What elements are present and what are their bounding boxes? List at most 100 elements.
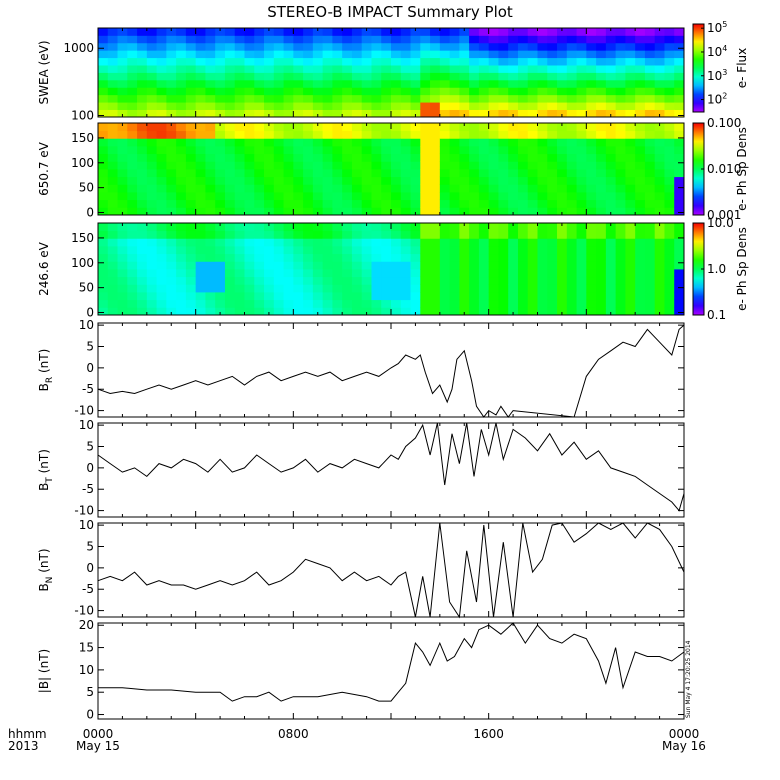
heatmap-cell [517,138,529,147]
heatmap-cell [644,87,656,96]
heatmap-cell [488,292,499,301]
heatmap-cell [234,94,245,103]
heatmap-cell [449,307,460,316]
heatmap-cell [430,284,441,293]
heatmap-cell [391,269,402,278]
heatmap-cell [185,207,197,216]
heatmap-cell [312,138,324,147]
heatmap-cell [625,307,636,316]
heatmap-cell [664,35,675,44]
heatmap-cell [205,161,216,170]
heatmap-cell [586,130,597,139]
heatmap-cell [459,87,470,96]
heatmap-cell [420,253,431,262]
heatmap-cell [537,176,548,185]
heatmap-cell [234,146,245,155]
heatmap-cell [224,130,236,139]
heatmap-cell [166,65,177,73]
heatmap-cell [674,50,685,59]
heatmap-cell [254,307,265,316]
heatmap-cell [527,199,538,208]
heatmap-cell [488,269,499,278]
heatmap-cell [107,42,118,51]
heatmap-cell [303,176,314,185]
heatmap-cell [371,87,382,96]
heatmap-cell [195,276,206,285]
heatmap-cell [586,79,597,88]
heatmap-cell [117,138,128,147]
heatmap-cell [283,284,294,293]
heatmap-cell [293,199,304,208]
heatmap-cell [644,153,656,162]
heatmap-cell [107,123,118,132]
heatmap-cell [293,146,304,155]
heatmap-cell [273,146,284,155]
heatmap-cell [664,276,675,285]
heatmap-cell [410,292,421,301]
heatmap-cell [586,184,597,193]
heatmap-cell [488,28,499,36]
heatmap-cell [430,65,441,73]
heatmap-cell [342,72,353,81]
heatmap-cell [351,276,363,285]
heatmap-cell [430,87,441,96]
heatmap-cell [244,161,255,170]
heatmap-cell [449,65,460,73]
heatmap-cell [185,161,197,170]
heatmap-cell [674,153,685,162]
heatmap-cell [644,50,656,59]
heatmap-cell [332,199,343,208]
heatmap-cell [478,192,490,201]
heatmap-cell [498,276,509,285]
heatmap-cell [469,207,480,216]
heatmap-cell [156,42,167,51]
heatmap-cell [195,269,206,278]
heatmap-cell [264,246,275,255]
heatmap-cell [273,253,284,262]
heatmap-cell [195,28,206,36]
heatmap-cell [244,230,255,239]
heatmap-cell [635,94,646,103]
heatmap-cell [615,79,626,88]
heatmap-cell [293,299,304,308]
heatmap-cell [566,65,577,73]
heatmap-cell [576,109,587,118]
heatmap-cell [244,42,255,51]
heatmap-cell [127,109,138,118]
heatmap-cell [644,123,656,132]
heatmap-cell [654,109,665,118]
heatmap-cell [98,184,109,193]
heatmap-cell [430,28,441,36]
heatmap-cell [176,42,187,51]
heatmap-cell [381,192,392,201]
heatmap-cell [469,199,480,208]
heatmap-cell [635,238,646,247]
heatmap-cell [381,35,392,44]
heatmap-cell [576,50,587,59]
heatmap-cell [576,102,587,110]
heatmap-cell [137,42,148,51]
heatmap-cell [605,102,617,110]
heatmap-cell [381,57,392,66]
heatmap-cell [605,28,617,36]
heatmap-cell [391,307,402,316]
heatmap-cell [459,276,470,285]
heatmap-cell [469,269,480,278]
heatmap-cell [557,199,568,208]
heatmap-cell [283,109,294,118]
heatmap-cell [293,94,304,103]
heatmap-cell [234,161,245,170]
heatmap-cell [244,276,255,285]
heatmap-cell [420,109,431,118]
heatmap-cell [400,238,411,247]
heatmap-cell [586,292,597,301]
heatmap-cell [254,123,265,132]
heatmap-cell [146,184,157,193]
heatmap-cell [586,87,597,96]
heatmap-cell [674,261,685,270]
heatmap-cell [166,94,177,103]
heatmap-cell [273,299,284,308]
heatmap-cell [244,109,255,118]
heatmap-cell [635,79,646,88]
heatmap-cell [127,65,138,73]
